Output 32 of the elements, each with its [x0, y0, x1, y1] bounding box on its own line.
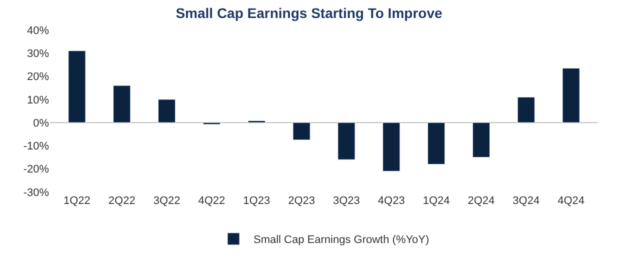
bar [68, 50, 86, 123]
y-tick-label: 0% [33, 117, 50, 130]
x-tick-label: 1Q24 [422, 195, 450, 207]
bar [382, 122, 400, 172]
bar [562, 68, 580, 123]
y-tick-label: 30% [26, 48, 50, 60]
x-tick-label: 2Q23 [288, 195, 315, 207]
y-tick-label: 10% [26, 94, 50, 106]
bar [113, 85, 131, 123]
x-tick-label: 4Q24 [558, 195, 585, 207]
legend-label: Small Cap Earnings Growth (%YoY) [254, 234, 430, 246]
x-tick-label: 1Q23 [243, 195, 270, 207]
x-tick-label: 2Q24 [468, 195, 495, 207]
bar [517, 96, 535, 123]
bar [158, 99, 176, 123]
chart-title: Small Cap Earnings Starting To Improve [176, 4, 442, 21]
x-tick-label: 1Q22 [63, 195, 90, 207]
y-tick-label: 40% [26, 24, 50, 37]
y-tick-label: 20% [26, 71, 50, 84]
bar [338, 122, 356, 160]
y-tick-label: -20% [23, 164, 50, 176]
x-tick-label: 3Q22 [153, 195, 180, 207]
x-tick-label: 4Q22 [198, 195, 226, 207]
y-tick-label: -10% [23, 140, 50, 153]
x-tick-label: 4Q23 [378, 195, 405, 207]
y-tick-label: -30% [23, 186, 50, 199]
x-tick-label: 3Q23 [333, 195, 360, 207]
x-tick-label: 2Q22 [108, 195, 136, 207]
bar [292, 122, 310, 140]
x-tick-label: 3Q24 [512, 195, 540, 207]
bar [472, 122, 490, 158]
bar [428, 122, 446, 164]
